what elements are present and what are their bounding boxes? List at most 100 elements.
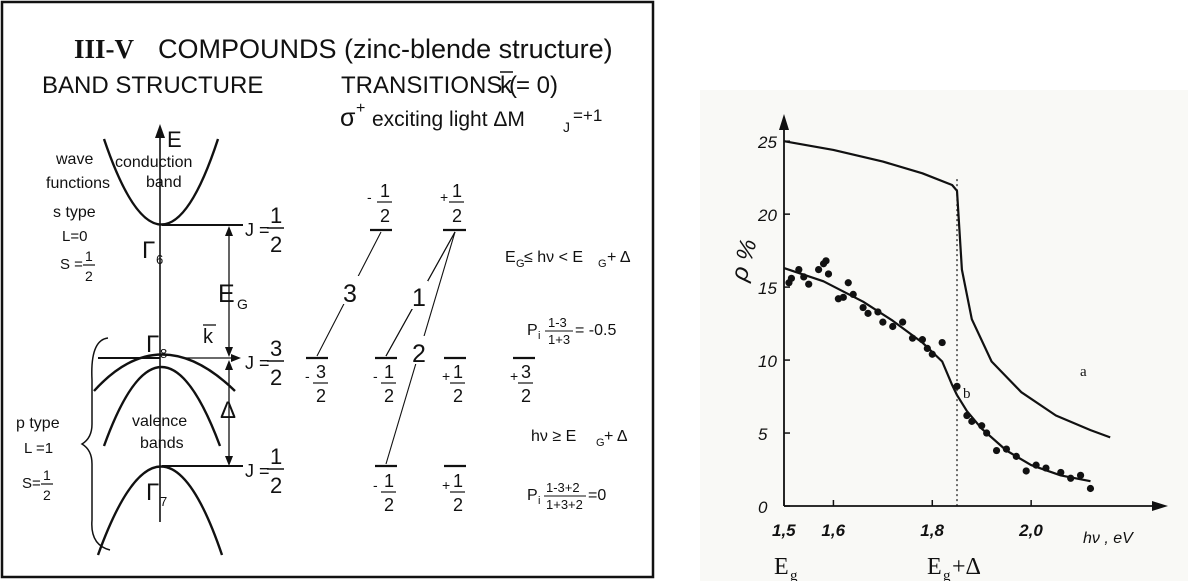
data-point	[859, 303, 867, 312]
cond2-text: hν ≥ E	[531, 428, 576, 445]
sigma-sup: +	[356, 100, 365, 117]
conduction-states: - 1 2 + 1 2	[367, 181, 466, 232]
so-state-p12-sign: +	[442, 477, 450, 493]
val-state-p32-den: 2	[521, 386, 531, 406]
x-axis-label: hν , eV	[1083, 530, 1134, 547]
bottom-label-eg: E	[774, 554, 789, 580]
tr2-label-bg	[410, 336, 430, 364]
split-off-band-curve	[96, 465, 224, 556]
band-structure-heading: BAND STRUCTURE	[42, 72, 263, 99]
pi2-label: P	[527, 487, 538, 504]
s-type-label: s type	[53, 204, 96, 221]
gamma-8-symbol: Γ	[146, 331, 159, 358]
cond1-mid: ≤ hν < E	[524, 249, 583, 266]
band-label: band	[146, 174, 182, 191]
data-point	[844, 279, 852, 287]
chart-series	[783, 140, 1111, 508]
data-point	[1032, 461, 1040, 469]
series-a-annotation: a	[1080, 364, 1087, 380]
sigma-symbol: σ	[340, 104, 356, 132]
data-point	[1012, 452, 1020, 460]
k-axis-arrow	[231, 354, 241, 362]
cond1-eg: E	[505, 249, 516, 266]
data-point	[899, 318, 907, 326]
cond-state-2-den: 2	[452, 206, 462, 226]
valence-states-j32: - 3 2 - 1 2 + 1 2 + 3 2	[305, 356, 535, 406]
so-state-p12-num: 1	[453, 471, 463, 491]
data-point	[849, 290, 857, 299]
title-roman: III-V	[74, 34, 135, 64]
pi2-num: 1-3+2	[546, 480, 580, 495]
gamma-7-sub: 7	[160, 494, 167, 509]
transition-label-2: 2	[412, 340, 426, 368]
pi2-den: 1+3+2	[546, 497, 583, 512]
y-tick-label: 15	[758, 279, 777, 298]
cond-state-1-den: 2	[380, 206, 390, 226]
data-point	[1022, 467, 1030, 475]
y-tick-label: 0	[758, 498, 768, 517]
val-state-m12-num: 1	[384, 362, 394, 382]
j-frac-num-2: 3	[270, 336, 282, 361]
data-point	[889, 322, 897, 331]
data-point	[992, 446, 1001, 455]
val-state-p12-num: 1	[453, 362, 463, 382]
delta-label: Δ	[220, 397, 236, 424]
bands-label: bands	[140, 435, 184, 452]
cond1-eg-sub-2: G	[598, 258, 607, 270]
gamma-7-symbol: Γ	[146, 479, 159, 506]
bottom-label-egd: E	[927, 554, 942, 580]
pi1-label: P	[527, 322, 538, 339]
data-point	[1042, 464, 1050, 472]
data-point	[815, 266, 823, 274]
k-zero-label: = 0)	[516, 72, 558, 99]
cond-state-2-num: 1	[452, 181, 462, 201]
data-point	[805, 280, 813, 288]
data-point	[938, 338, 946, 347]
cond1-eg-sub: G	[516, 258, 525, 270]
cond2-eg-sub: G	[596, 437, 605, 449]
data-point	[968, 417, 976, 425]
so-state-m12-sign: -	[373, 477, 378, 493]
data-point	[839, 293, 847, 301]
data-point	[1086, 484, 1095, 493]
energy-axis-arrow	[155, 124, 165, 138]
mj-subscript: J	[563, 119, 570, 135]
data-point	[983, 429, 991, 437]
s-label-lower: S=	[22, 475, 41, 492]
eg-label-sub: G	[237, 296, 248, 312]
bottom-label-egd-end: +Δ	[952, 554, 981, 580]
cond2-end: + Δ	[604, 428, 628, 445]
tr1-label-bg	[410, 281, 428, 309]
x-axis-arrow	[1152, 501, 1168, 511]
cond-state-plus-sign: +	[440, 189, 448, 205]
k-vector-symbol: k	[500, 72, 513, 99]
l1-label: L =1	[24, 440, 53, 457]
data-point	[1076, 471, 1085, 479]
so-state-p12-den: 2	[453, 495, 463, 515]
val-state-p32-sign: +	[510, 368, 518, 384]
x-tick-label: 2,0	[1018, 521, 1043, 540]
x-tick-label: 1,6	[821, 521, 845, 540]
delta-arrow-head-bottom	[225, 456, 233, 466]
x-tick-label: 1,5	[772, 521, 796, 540]
j-frac-den-1: 2	[270, 232, 282, 257]
bottom-label-eg-sub: g	[790, 568, 798, 581]
s-label-upper: S =	[60, 256, 83, 273]
val-state-m32-num: 3	[316, 362, 326, 382]
band-structure-svg: III-V COMPOUNDS (zinc-blende structure) …	[0, 0, 655, 579]
x-tick-label: 1,8	[920, 521, 944, 540]
exciting-light-label: exciting light ΔM	[372, 108, 525, 131]
data-point	[864, 309, 872, 317]
s-frac-num-upper: 1	[85, 248, 93, 264]
j-frac-num-1: 1	[270, 203, 282, 228]
wave-label: wave	[55, 151, 93, 168]
figure-title: COMPOUNDS (zinc-blende structure)	[158, 34, 613, 64]
p-type-label: p type	[16, 415, 60, 432]
eg-arrow-head-top	[225, 226, 233, 236]
p-type-brace	[80, 337, 111, 551]
s-frac-num-lower: 1	[43, 467, 51, 483]
data-point	[918, 336, 926, 344]
series-b-annotation: b	[963, 386, 971, 402]
functions-label: functions	[46, 175, 110, 192]
